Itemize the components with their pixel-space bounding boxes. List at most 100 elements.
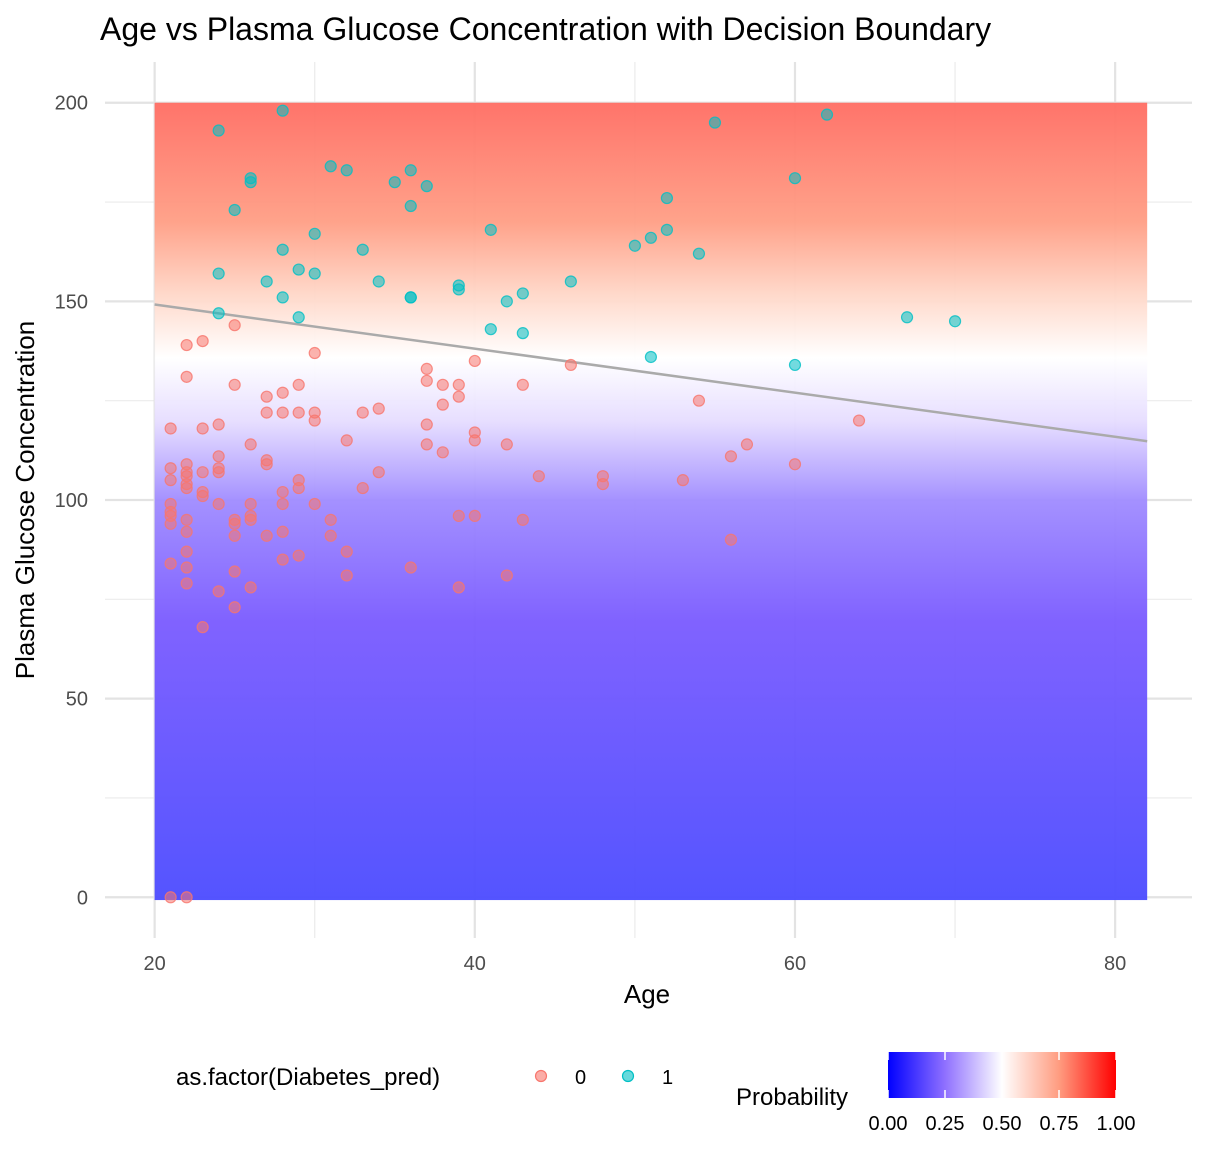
data-point-1 <box>420 180 433 193</box>
data-point-0 <box>228 565 241 578</box>
chart-title: Age vs Plasma Glucose Concentration with… <box>100 11 991 47</box>
data-point-0 <box>436 378 449 391</box>
legend-points: as.factor(Diabetes_pred) 0 1 <box>176 1064 673 1091</box>
probability-background <box>154 102 1148 901</box>
data-point-0 <box>468 434 481 447</box>
data-point-0 <box>452 509 465 522</box>
data-point-1 <box>788 358 802 372</box>
data-point-0 <box>420 374 433 387</box>
data-point-1 <box>452 283 465 296</box>
data-point-1 <box>276 104 289 117</box>
data-point-0 <box>308 497 321 511</box>
data-point-0 <box>228 378 241 391</box>
data-point-1 <box>692 247 706 260</box>
data-point-0 <box>452 390 465 403</box>
data-point-0 <box>276 386 289 399</box>
data-point-0 <box>260 458 273 471</box>
x-tick-label: 80 <box>1104 953 1126 975</box>
data-point-0 <box>676 474 690 487</box>
data-point-0 <box>260 406 273 419</box>
decision-boundary-line <box>154 303 1148 443</box>
data-point-0 <box>436 446 449 459</box>
data-point-1 <box>356 243 369 256</box>
data-point-0 <box>196 422 209 435</box>
data-point-0 <box>276 485 289 499</box>
data-point-1 <box>404 291 417 304</box>
data-point-0 <box>324 513 337 526</box>
data-point-0 <box>244 497 257 511</box>
data-point-0 <box>212 418 225 431</box>
data-point-0 <box>340 545 353 558</box>
legend-gradient-title: Probability <box>736 1084 848 1111</box>
colorbar-tick-label: 0.25 <box>926 1113 965 1135</box>
data-point-0 <box>228 529 241 542</box>
data-point-0 <box>500 438 513 451</box>
data-point-0 <box>468 354 481 368</box>
data-point-0 <box>212 585 225 598</box>
data-point-0 <box>340 569 353 582</box>
data-point-0 <box>180 545 193 558</box>
data-point-0 <box>164 422 177 435</box>
data-point-0 <box>452 378 465 391</box>
data-point-0 <box>276 553 289 566</box>
data-point-1 <box>212 267 225 280</box>
data-point-0 <box>180 561 193 574</box>
data-point-1 <box>308 227 321 240</box>
data-point-1 <box>212 307 225 320</box>
x-axis-ticks: 20 40 60 80 <box>144 953 1127 975</box>
legend-gradient: Probability 0.00 0.25 0.50 0.75 1.00 <box>736 1052 1135 1135</box>
data-point-1 <box>564 275 577 288</box>
data-point-0 <box>164 891 177 904</box>
data-point-0 <box>308 414 321 427</box>
data-point-0 <box>260 529 273 542</box>
data-point-1 <box>372 275 385 288</box>
legend-key-1-label: 1 <box>662 1067 673 1089</box>
x-tick-label: 60 <box>784 953 806 975</box>
data-point-0 <box>436 398 449 411</box>
data-point-0 <box>692 394 706 407</box>
data-point-0 <box>356 481 369 495</box>
colorbar-tick-label: 0.00 <box>869 1113 908 1135</box>
data-point-1 <box>628 239 641 252</box>
data-point-0 <box>308 346 321 360</box>
colorbar-tick-label: 1.00 <box>1097 1113 1136 1135</box>
legend-key-0-dot <box>534 1069 548 1083</box>
scatter-points <box>164 104 962 904</box>
y-tick-label: 50 <box>66 689 88 711</box>
data-point-1 <box>948 315 962 328</box>
data-point-1 <box>292 311 305 324</box>
legend-points-title: as.factor(Diabetes_pred) <box>176 1064 440 1091</box>
data-point-0 <box>212 497 225 511</box>
data-point-1 <box>820 108 834 121</box>
data-point-0 <box>212 466 225 479</box>
data-point-1 <box>484 323 497 336</box>
data-point-0 <box>340 434 353 447</box>
data-point-0 <box>260 390 273 403</box>
data-point-0 <box>404 561 417 574</box>
x-tick-label: 20 <box>144 953 166 975</box>
data-point-0 <box>196 621 209 634</box>
data-point-0 <box>196 334 209 348</box>
data-point-1 <box>388 176 401 189</box>
data-point-0 <box>196 489 209 503</box>
data-point-0 <box>372 466 385 479</box>
data-point-0 <box>564 358 577 372</box>
data-point-1 <box>500 295 513 308</box>
colorbar-tick-label: 0.75 <box>1040 1113 1079 1135</box>
data-point-0 <box>452 581 465 594</box>
data-point-0 <box>180 370 193 383</box>
y-tick-label: 100 <box>55 490 88 512</box>
data-point-0 <box>244 513 257 526</box>
y-tick-label: 0 <box>77 887 88 909</box>
data-point-0 <box>292 549 305 562</box>
data-point-1 <box>212 124 225 137</box>
data-point-0 <box>292 406 305 419</box>
data-point-0 <box>228 517 241 530</box>
data-point-1 <box>484 223 497 236</box>
data-point-1 <box>340 164 353 177</box>
data-point-0 <box>724 450 738 463</box>
y-axis-label: Plasma Glucose Concentration <box>10 321 40 679</box>
data-point-1 <box>660 223 674 236</box>
data-point-0 <box>180 577 193 590</box>
data-point-0 <box>180 525 193 538</box>
